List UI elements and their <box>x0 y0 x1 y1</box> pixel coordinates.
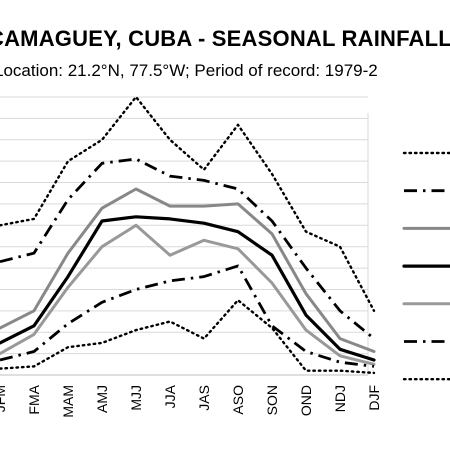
x-tick-label: JFM <box>0 385 8 412</box>
x-tick-label: JJA <box>162 384 178 408</box>
x-tick-label: NDJ <box>332 385 348 412</box>
series-line-5 <box>0 223 376 366</box>
x-axis-tick-labels: JFM FMA MAM AMJ MJJ JJA JAS ASO SON OND NDJ DJF <box>0 384 382 417</box>
series-lines <box>0 95 376 375</box>
x-tick-label: MJJ <box>128 385 144 411</box>
series-line-1 <box>0 95 376 312</box>
x-tick-label: AMJ <box>94 385 110 413</box>
x-tick-label: SON <box>264 385 280 415</box>
x-tick-label: MAM <box>60 385 76 418</box>
series-line-6 <box>0 264 375 368</box>
grid-lines <box>0 96 369 376</box>
chart-title: CAMAGUEY, CUBA - SEASONAL RAINFALL <box>0 26 450 51</box>
series-line-4 <box>0 215 376 362</box>
x-tick-label: ASO <box>230 385 246 415</box>
x-tick-label: FMA <box>26 384 42 414</box>
series-line-3 <box>0 187 376 353</box>
x-tick-label: OND <box>298 385 314 416</box>
series-line-7 <box>0 299 376 375</box>
legend <box>402 151 450 381</box>
x-tick-label: DJF <box>366 385 382 411</box>
chart-subtitle: Location: 21.2°N, 77.5°W; Period of reco… <box>0 61 378 80</box>
series-line-2 <box>0 157 375 340</box>
x-tick-label: JAS <box>196 385 212 411</box>
